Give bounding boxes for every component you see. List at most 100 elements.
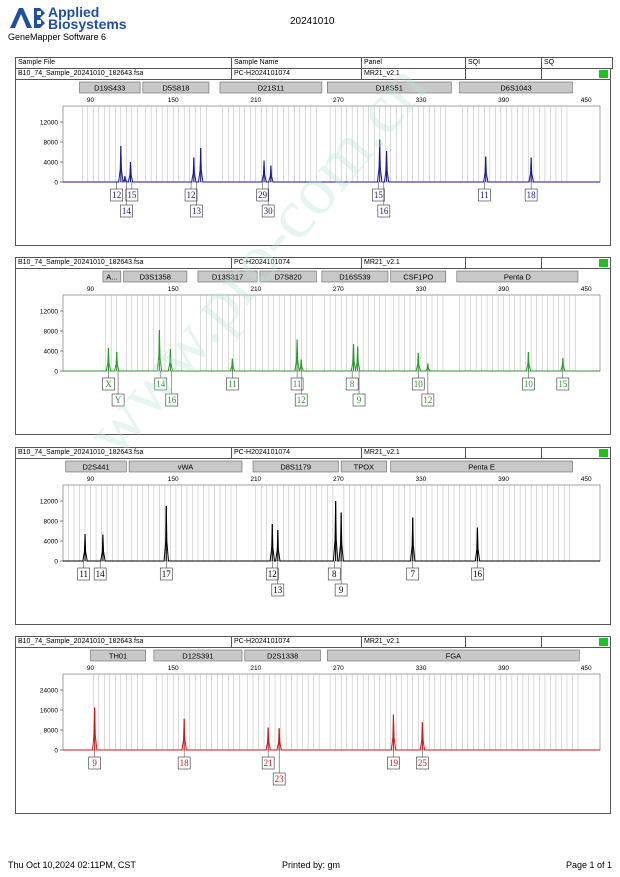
x-tick-label: 270 bbox=[333, 97, 344, 104]
allele-box bbox=[177, 756, 191, 770]
plot-frame bbox=[62, 105, 601, 183]
allele-label: 12 bbox=[265, 561, 279, 581]
allele-text: 18 bbox=[180, 758, 190, 768]
allele-label: 18 bbox=[177, 750, 191, 770]
allele-label: 13 bbox=[190, 182, 203, 218]
x-tick-label: 210 bbox=[250, 286, 261, 293]
allele-text: 9 bbox=[339, 585, 344, 595]
sample-info-row: B10_74_Sample_20241010_182643.fsa PC-H202… bbox=[16, 637, 610, 648]
sq-status-icon bbox=[599, 70, 608, 78]
locus-bar bbox=[390, 270, 447, 283]
locus-label: D18S51 bbox=[376, 84, 403, 93]
allele-label: X bbox=[102, 371, 115, 391]
allele-box bbox=[184, 188, 198, 202]
x-tick-label: 90 bbox=[87, 97, 95, 104]
electropherogram-chart: D2S441 vWA D8S1179 TPOX Penta E90 150 210 270 33… bbox=[40, 460, 601, 597]
y-tick-label: 12000 bbox=[40, 309, 58, 316]
x-tick-label: 270 bbox=[333, 665, 344, 672]
allele-text: 13 bbox=[273, 585, 283, 595]
allele-label: 9 bbox=[88, 750, 101, 770]
allele-text: 9 bbox=[357, 395, 362, 405]
sqi-value bbox=[466, 448, 542, 458]
allele-text: 16 bbox=[379, 206, 389, 216]
allele-label: 12 bbox=[110, 182, 123, 202]
trace-line bbox=[63, 500, 600, 562]
allele-label: 10 bbox=[411, 371, 425, 391]
allele-box bbox=[159, 567, 173, 581]
x-tick-label: 390 bbox=[498, 286, 509, 293]
x-tick-label: 90 bbox=[87, 476, 95, 483]
allele-label: 11 bbox=[478, 182, 491, 202]
allele-box bbox=[524, 188, 538, 202]
allele-text: 23 bbox=[275, 774, 285, 784]
allele-text: 10 bbox=[414, 379, 424, 389]
allele-text: 9 bbox=[92, 758, 97, 768]
allele-label: 14 bbox=[154, 371, 168, 391]
allele-box bbox=[372, 188, 385, 202]
allele-box bbox=[334, 583, 348, 597]
locus-label: Penta D bbox=[504, 273, 532, 282]
locus-marker: FGA bbox=[327, 649, 580, 662]
locus-marker: D2S441 bbox=[65, 460, 127, 473]
x-tick-label: 150 bbox=[168, 476, 179, 483]
x-tick-label: 330 bbox=[416, 665, 427, 672]
locus-marker: D8S1179 bbox=[252, 460, 339, 473]
x-tick-label: 90 bbox=[87, 286, 95, 293]
allele-text: 12 bbox=[112, 190, 121, 200]
footer-timestamp: Thu Oct 10,2024 02:11PM, CST bbox=[8, 860, 136, 870]
allele-label: 25 bbox=[416, 750, 429, 770]
allele-text: 16 bbox=[473, 569, 483, 579]
sq-status bbox=[542, 69, 612, 79]
y-tick-label: 12000 bbox=[40, 120, 58, 127]
panel-name: MR21_v2.1 bbox=[362, 637, 466, 647]
allele-box bbox=[93, 567, 107, 581]
allele-box bbox=[345, 377, 359, 391]
x-tick-label: 330 bbox=[416, 286, 427, 293]
allele-text: 11 bbox=[480, 190, 489, 200]
y-tick-label: 12000 bbox=[40, 499, 58, 506]
sq-status bbox=[542, 448, 612, 458]
allele-box bbox=[522, 377, 535, 391]
sample-file: B10_74_Sample_20241010_182643.fsa bbox=[16, 448, 232, 458]
locus-bar bbox=[327, 81, 452, 94]
allele-text: 13 bbox=[192, 206, 202, 216]
allele-box bbox=[272, 772, 286, 786]
allele-label: 9 bbox=[352, 371, 366, 407]
allele-text: 14 bbox=[122, 206, 132, 216]
locus-label: TPOX bbox=[354, 463, 374, 472]
allele-label: 10 bbox=[522, 371, 535, 391]
allele-box bbox=[165, 393, 179, 407]
allele-label: 16 bbox=[377, 182, 391, 218]
locus-marker: CSF1PO bbox=[390, 270, 447, 283]
allele-text: 21 bbox=[264, 758, 273, 768]
locus-label: D19S433 bbox=[94, 84, 125, 93]
allele-box bbox=[190, 204, 203, 218]
allele-label: 18 bbox=[524, 182, 538, 202]
allele-label: 29 bbox=[256, 182, 269, 202]
sample-info-row: B10_74_Sample_20241010_182643.fsa PC-H202… bbox=[16, 448, 610, 459]
locus-bar bbox=[459, 81, 573, 94]
locus-label: D7S820 bbox=[275, 273, 302, 282]
allele-text: 14 bbox=[96, 569, 106, 579]
allele-box bbox=[271, 583, 285, 597]
locus-marker: D3S1358 bbox=[123, 270, 188, 283]
locus-marker: D12S391 bbox=[153, 649, 243, 662]
allele-text: 25 bbox=[418, 758, 428, 768]
locus-marker: TH01 bbox=[90, 649, 146, 662]
allele-label: 23 bbox=[272, 750, 286, 786]
y-tick-label: 16000 bbox=[40, 708, 58, 715]
locus-label: D13S317 bbox=[212, 273, 243, 282]
trace-line bbox=[63, 139, 600, 183]
allele-text: 12 bbox=[187, 190, 196, 200]
allele-text: 15 bbox=[127, 190, 137, 200]
locus-marker: D2S1338 bbox=[244, 649, 321, 662]
y-tick-label: 4000 bbox=[44, 539, 59, 546]
allele-box bbox=[556, 377, 570, 391]
allele-label: 14 bbox=[120, 182, 133, 218]
allele-box bbox=[411, 377, 425, 391]
locus-bar bbox=[90, 649, 146, 662]
x-tick-label: 390 bbox=[498, 476, 509, 483]
allele-box bbox=[261, 204, 275, 218]
trace-line bbox=[63, 707, 600, 751]
